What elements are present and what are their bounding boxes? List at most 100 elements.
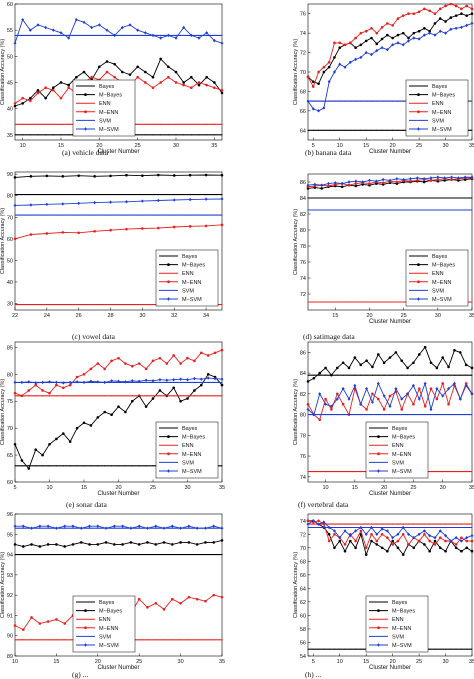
data-point: [417, 397, 421, 401]
data-point: [77, 174, 80, 177]
data-point: [465, 414, 467, 416]
data-point: [455, 526, 457, 529]
data-point: [190, 86, 193, 89]
data-point: [470, 175, 474, 179]
data-point: [334, 301, 336, 303]
data-point: [78, 214, 80, 216]
data-point: [433, 535, 437, 540]
data-point: [448, 374, 450, 376]
data-point: [42, 465, 44, 467]
data-point: [220, 595, 224, 599]
data-point: [29, 175, 33, 178]
data-point: [311, 85, 315, 88]
data-point: [41, 380, 45, 385]
data-point: [36, 23, 40, 27]
data-point: [376, 129, 378, 131]
data-point: [459, 374, 461, 376]
data-point: [313, 471, 315, 473]
data-point: [460, 12, 463, 16]
data-point: [318, 100, 320, 102]
data-point: [362, 197, 364, 199]
data-point: [137, 597, 141, 601]
legend-label: M−SVM: [99, 643, 119, 649]
y-tick-label: 92: [7, 593, 13, 599]
legend-box: [72, 79, 136, 137]
data-point: [146, 541, 149, 544]
data-point: [348, 209, 350, 211]
data-point: [204, 224, 208, 228]
data-point: [158, 389, 162, 392]
legend-label: SVM: [392, 634, 404, 640]
data-point: [344, 648, 346, 650]
data-point: [380, 527, 384, 531]
x-tick-label: 10: [337, 659, 343, 665]
data-point: [89, 367, 93, 371]
data-point: [312, 523, 314, 525]
data-point: [471, 648, 473, 650]
x-tick-label: 25: [135, 143, 141, 149]
data-point: [55, 395, 57, 397]
data-point: [137, 123, 139, 125]
legend-label: Bayes: [432, 84, 448, 90]
legend-box: [365, 421, 429, 479]
data-point: [318, 648, 320, 650]
data-point: [439, 648, 441, 650]
data-point: [381, 181, 385, 185]
data-point: [221, 639, 223, 641]
legend-label: M−Bayes: [432, 263, 455, 269]
data-point: [319, 414, 321, 416]
data-point: [465, 374, 467, 376]
data-point: [423, 523, 425, 525]
data-point: [13, 41, 17, 45]
data-point: [327, 184, 330, 188]
data-point: [75, 375, 79, 379]
data-point: [368, 197, 371, 199]
data-point: [375, 543, 379, 546]
data-point: [349, 526, 351, 529]
data-point: [444, 31, 448, 35]
y-tick-label: 91: [7, 613, 13, 619]
data-point: [406, 366, 409, 370]
y-tick-label: 95: [7, 532, 13, 538]
data-point: [380, 546, 384, 550]
data-point: [435, 366, 439, 370]
x-tick-label: 15: [53, 659, 59, 665]
data-point: [104, 395, 106, 397]
data-point: [104, 526, 108, 530]
data-point: [465, 471, 467, 473]
data-point: [30, 214, 32, 216]
data-point: [412, 31, 416, 35]
data-point: [196, 554, 198, 556]
y-tick-label: 74: [300, 31, 306, 37]
data-point: [317, 522, 321, 526]
data-point: [407, 532, 411, 536]
data-point: [333, 523, 336, 525]
legend-marker: [417, 127, 420, 131]
data-point: [353, 356, 357, 359]
data-point: [123, 380, 127, 384]
data-point: [179, 399, 182, 403]
data-point: [465, 539, 469, 543]
legend: Bayes M−Bayes ENN M−ENN SVM M−SVM: [155, 249, 219, 307]
data-point: [453, 471, 455, 473]
y-tick-label: 54: [300, 654, 306, 660]
data-point: [98, 65, 101, 69]
data-point: [125, 227, 128, 231]
data-point: [109, 174, 112, 178]
y-tick-label: 94: [7, 553, 13, 559]
data-point: [330, 414, 332, 416]
data-point: [61, 202, 65, 206]
data-point: [449, 2, 453, 6]
data-point: [205, 75, 208, 79]
data-point: [435, 386, 439, 391]
legend-label: Bayes: [432, 254, 448, 260]
x-tick-label: 30: [178, 659, 184, 665]
data-point: [213, 554, 215, 556]
data-point: [307, 648, 309, 650]
data-point: [354, 374, 356, 376]
x-tick-label: 15: [58, 143, 64, 149]
legend-box: [405, 79, 469, 137]
data-point: [189, 194, 191, 196]
data-point: [27, 389, 31, 392]
legend-label: Bayes: [99, 84, 115, 90]
